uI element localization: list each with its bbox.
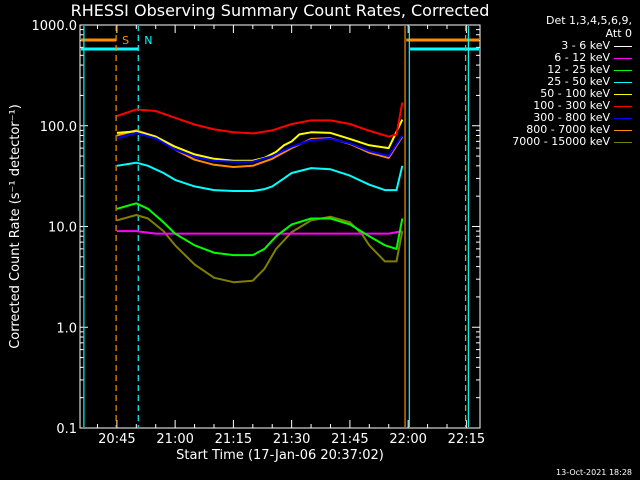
y-tick-label: 1.0 [56, 321, 77, 336]
marker-label-s: S [122, 34, 129, 47]
series-line [116, 214, 404, 284]
plot-area: 0.1 1.0 10.0 100.0 1000.0 20:45 21:00 21:15 21:3… [8, 19, 485, 463]
series-line [116, 161, 404, 192]
x-tick-label: 21:30 [273, 432, 310, 447]
legend-swatch [614, 82, 632, 83]
x-tick-label: 20:45 [98, 432, 135, 447]
plot-frame [79, 24, 481, 429]
series-line [116, 119, 404, 162]
legend-item: 800 - 7000 keV [480, 124, 632, 136]
legend-item: 300 - 800 keV [480, 112, 632, 124]
y-tick-label: 100.0 [40, 120, 77, 135]
legend-swatch [614, 142, 632, 143]
legend-label: 6 - 12 keV [554, 51, 610, 64]
legend: Det 1,3,4,5,6,9, Att 0 3 - 6 keV 6 - 12 k… [480, 14, 632, 148]
legend-label: 3 - 6 keV [561, 39, 610, 52]
legend-item: 25 - 50 keV [480, 76, 632, 88]
y-axis-label: Corrected Count Rate (s⁻¹ detector⁻¹) [8, 104, 23, 349]
legend-swatch [614, 94, 632, 95]
series-line [116, 261, 404, 329]
series-line [116, 129, 404, 168]
y-tick-label: 0.1 [56, 422, 77, 437]
series-line [116, 230, 403, 235]
legend-label: 800 - 7000 keV [526, 123, 610, 136]
series-line [116, 102, 404, 138]
legend-item: 12 - 25 keV [480, 64, 632, 76]
legend-label: 7000 - 15000 keV [512, 135, 610, 148]
x-tick-label: 22:15 [448, 432, 485, 447]
legend-swatch [614, 58, 632, 59]
legend-swatch [614, 118, 632, 119]
y-tick-label: 1000.0 [32, 19, 78, 34]
marker-label-n: N [144, 34, 152, 47]
x-axis-label: Start Time (17-Jan-06 20:37:02) [176, 448, 384, 463]
series-line [116, 202, 404, 257]
legend-label: 12 - 25 keV [547, 63, 610, 76]
x-tick-label: 21:15 [215, 432, 252, 447]
legend-swatch [614, 106, 632, 107]
legend-header-line-1: Det 1,3,4,5,6,9, [545, 14, 632, 27]
legend-swatch [614, 70, 632, 71]
x-tick-label: 22:00 [389, 432, 426, 447]
data-layer [81, 26, 479, 427]
legend-swatch [614, 46, 632, 47]
x-tick-label: 21:45 [331, 432, 368, 447]
timestamp: 13-Oct-2021 18:28 [556, 468, 632, 477]
legend-item: 50 - 100 keV [480, 88, 632, 100]
legend-label: 25 - 50 keV [547, 75, 610, 88]
legend-label: 50 - 100 keV [540, 87, 610, 100]
legend-item: 3 - 6 keV [480, 40, 632, 52]
legend-swatch [614, 130, 632, 131]
legend-label: 100 - 300 keV [533, 99, 610, 112]
legend-header-line-2: Att 0 [605, 27, 632, 40]
x-tick-label: 21:00 [156, 432, 193, 447]
series-line [116, 131, 404, 163]
legend-label: 300 - 800 keV [533, 111, 610, 124]
y-tick-label: 10.0 [48, 221, 77, 236]
chart-title: RHESSI Observing Summary Count Rates, Co… [70, 1, 490, 20]
legend-item: 100 - 300 keV [480, 100, 632, 112]
legend-item: 6 - 12 keV [480, 52, 632, 64]
legend-item: 7000 - 15000 keV [480, 136, 632, 148]
